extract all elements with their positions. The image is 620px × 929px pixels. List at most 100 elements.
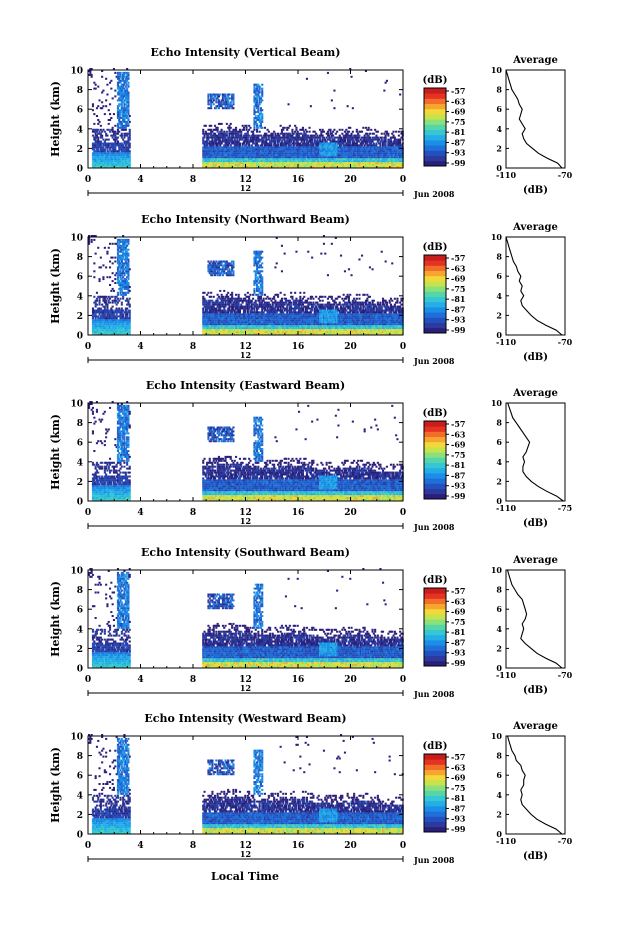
heatmap-cell (269, 144, 272, 147)
colorbar-swatch (424, 134, 446, 141)
y-tick-label: 2 (77, 145, 83, 155)
heatmap-cell (107, 317, 110, 320)
heatmap-cell (228, 262, 231, 265)
heatmap-cell (212, 146, 215, 149)
heatmap-cell (207, 307, 210, 310)
heatmap-cell (127, 252, 130, 255)
heatmap-cell (99, 317, 102, 320)
heatmap-cell (380, 132, 383, 135)
heatmap-cell (391, 142, 394, 145)
heatmap-cell (110, 158, 113, 161)
heatmap-cell (115, 164, 118, 166)
heatmap-cell (101, 333, 104, 335)
heatmap-cell (220, 148, 223, 151)
heatmap-cell (269, 156, 272, 159)
heatmap-cell (333, 142, 336, 145)
heatmap-cell (107, 309, 110, 312)
heatmap-cell (128, 166, 131, 168)
heatmap-cell (385, 154, 388, 157)
heatmap-cell (111, 160, 114, 163)
heatmap-cell (366, 162, 369, 165)
heatmap-cell (252, 138, 255, 141)
heatmap-cell (123, 95, 126, 98)
heatmap-cell (313, 152, 316, 155)
heatmap-cell (120, 325, 123, 328)
heatmap-cell (250, 136, 253, 139)
colorbar-swatch (424, 124, 446, 130)
heatmap-cell (346, 130, 349, 133)
heatmap-cell (124, 154, 127, 157)
heatmap-cell (124, 323, 127, 326)
heatmap-cell (227, 327, 230, 330)
heatmap-cell (228, 272, 231, 275)
heatmap-cell (99, 331, 102, 333)
heatmap-cell (94, 138, 97, 141)
heatmap-cell (115, 325, 118, 328)
heatmap-cell (123, 124, 126, 127)
heatmap-cell (395, 164, 398, 166)
heatmap-cell (245, 144, 248, 147)
heatmap-cell (229, 122, 232, 125)
heatmap-cell (311, 142, 314, 145)
heatmap-cell (361, 146, 364, 149)
heatmap-cell (326, 134, 329, 137)
heatmap-cell (221, 301, 224, 304)
heatmap-cell (254, 160, 257, 163)
heatmap-cell (313, 142, 316, 145)
heatmap-cell (127, 289, 130, 292)
heatmap-cell (389, 150, 392, 153)
heatmap-cell (240, 136, 243, 139)
heatmap-cell (224, 156, 227, 159)
heatmap-cell (254, 150, 257, 153)
heatmap-cell (215, 268, 218, 271)
heatmap-cell (127, 321, 130, 324)
heatmap-cell (277, 140, 280, 143)
heatmap-cell (91, 329, 94, 332)
heatmap-cell (291, 154, 294, 157)
heatmap-cell (224, 95, 227, 98)
heatmap-cell (353, 164, 356, 166)
heatmap-cell (238, 150, 241, 153)
heatmap-cell (228, 128, 231, 131)
heatmap-cell (315, 146, 318, 149)
heatmap-cell (309, 162, 312, 165)
heatmap-cell (95, 115, 98, 117)
heatmap-cell (261, 142, 264, 145)
heatmap-cell (343, 150, 346, 153)
heatmap-cell (105, 329, 108, 332)
heatmap-cell (122, 315, 125, 318)
heatmap-cell (214, 321, 217, 324)
heatmap-cell (256, 160, 259, 163)
heatmap-cell (220, 166, 223, 168)
heatmap-cell (99, 327, 102, 330)
heatmap-cell (262, 148, 265, 151)
heatmap-cell (379, 166, 382, 168)
heatmap-cell (126, 323, 129, 326)
heatmap-cell (110, 160, 113, 163)
heatmap-cell (118, 160, 121, 163)
heatmap-cell (312, 130, 315, 133)
heatmap-cell (219, 311, 222, 314)
heatmap-cell (384, 134, 387, 137)
heatmap-cell (330, 162, 333, 165)
heatmap-cell (229, 329, 232, 332)
heatmap-cell (237, 166, 240, 168)
heatmap-cell (223, 321, 226, 324)
heatmap-cell (212, 144, 215, 147)
heatmap-cell (332, 156, 335, 159)
heatmap-cell (312, 146, 315, 149)
colorbar-unit: (dB) (423, 75, 448, 86)
heatmap-cell (208, 333, 211, 335)
heatmap-cell (383, 164, 386, 166)
heatmap-cell (282, 150, 285, 153)
heatmap-cell (228, 313, 231, 316)
heatmap-cell (116, 319, 119, 322)
heatmap-cell (366, 154, 369, 157)
heatmap-cell (215, 323, 218, 326)
heatmap-cell (258, 156, 261, 159)
heatmap-cell (328, 148, 331, 151)
heatmap-cell (210, 99, 213, 102)
heatmap-cell (286, 126, 289, 129)
heatmap-cell (274, 142, 277, 145)
heatmap-cell (126, 303, 129, 306)
